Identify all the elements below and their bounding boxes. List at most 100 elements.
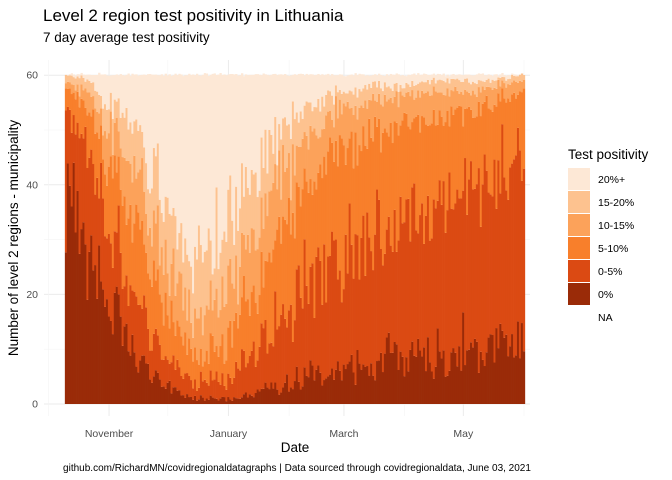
bar-segment bbox=[321, 304, 324, 386]
bar-segment bbox=[150, 382, 154, 404]
bar-segment bbox=[282, 304, 285, 388]
bar-segment bbox=[434, 91, 438, 126]
bar-segment bbox=[352, 372, 355, 404]
bar-segment bbox=[515, 76, 518, 82]
bar-segment bbox=[213, 351, 216, 380]
bar-segment bbox=[385, 229, 389, 338]
bar-segment bbox=[178, 326, 181, 368]
bar-segment bbox=[103, 131, 107, 175]
bar-segment bbox=[313, 317, 316, 381]
bar-segment bbox=[170, 393, 173, 404]
bar-segment bbox=[485, 352, 488, 404]
bar-segment bbox=[321, 178, 324, 305]
bar-segment bbox=[244, 166, 248, 250]
bar-segment bbox=[229, 258, 232, 321]
bar-segment bbox=[215, 346, 218, 372]
bar-segment bbox=[340, 93, 344, 115]
bar-segment bbox=[100, 125, 103, 163]
bar-segment bbox=[174, 369, 177, 388]
bar-segment bbox=[407, 126, 410, 199]
bar-segment bbox=[376, 361, 379, 404]
bar-segment bbox=[158, 75, 162, 200]
bar-segment bbox=[440, 204, 443, 359]
bar-segment bbox=[170, 215, 173, 264]
bar-segment bbox=[123, 75, 126, 118]
bar-segment bbox=[346, 364, 349, 404]
bar-segment bbox=[315, 135, 318, 190]
bar-segment bbox=[141, 355, 144, 404]
bar-segment bbox=[246, 299, 250, 364]
bar-segment bbox=[291, 101, 295, 145]
bar-segment bbox=[172, 355, 175, 388]
bar-segment bbox=[180, 223, 183, 274]
bar-segment bbox=[456, 74, 459, 79]
bar-segment bbox=[417, 83, 420, 91]
bar-segment bbox=[323, 75, 326, 107]
bar-segment bbox=[440, 116, 443, 205]
bar-segment bbox=[92, 82, 95, 97]
bar-segment bbox=[415, 230, 418, 357]
bar-segment bbox=[90, 82, 93, 97]
bar-segment bbox=[434, 75, 438, 84]
bar-segment bbox=[103, 236, 107, 307]
bar-segment bbox=[374, 100, 377, 117]
bar-segment bbox=[497, 77, 500, 80]
bar-segment bbox=[448, 126, 451, 173]
bar-segment bbox=[477, 87, 481, 102]
bar-segment bbox=[487, 74, 490, 79]
bar-segment bbox=[239, 398, 242, 404]
bar-segment bbox=[88, 80, 91, 93]
bar-segment bbox=[105, 138, 109, 186]
bar-segment bbox=[516, 82, 520, 95]
bar-segment bbox=[495, 328, 498, 404]
bar-segment bbox=[237, 304, 240, 329]
bar-segment bbox=[399, 91, 402, 126]
bar-segment bbox=[96, 111, 99, 133]
bar-segment bbox=[315, 107, 318, 136]
bar-segment bbox=[274, 240, 277, 292]
bar-segment bbox=[493, 87, 496, 105]
bar-segment bbox=[293, 238, 297, 321]
bar-segment bbox=[203, 251, 207, 316]
bar-segment bbox=[311, 131, 314, 195]
bar-segment bbox=[317, 98, 320, 139]
bar-segment bbox=[360, 74, 363, 92]
bar-segment bbox=[507, 199, 510, 357]
bar-segment bbox=[354, 234, 357, 385]
bar-segment bbox=[329, 75, 332, 92]
bar-segment bbox=[186, 75, 189, 255]
bar-segment bbox=[344, 106, 348, 165]
bar-segment bbox=[518, 358, 522, 404]
bar-segment bbox=[121, 288, 124, 346]
bar-segment bbox=[448, 172, 451, 371]
bar-segment bbox=[389, 245, 393, 353]
bar-segment bbox=[407, 84, 410, 92]
bar-segment bbox=[389, 352, 393, 404]
bar-segment bbox=[297, 381, 301, 404]
bar-segment bbox=[94, 265, 97, 404]
bar-segment bbox=[233, 74, 236, 245]
bar-segment bbox=[311, 194, 314, 264]
bar-segment bbox=[211, 380, 214, 398]
bar-segment bbox=[66, 163, 70, 404]
bar-segment bbox=[466, 78, 469, 92]
bar-segment bbox=[513, 92, 516, 160]
bar-segment bbox=[428, 95, 432, 126]
bar-segment bbox=[113, 231, 117, 293]
bar-segment bbox=[362, 88, 365, 108]
bar-segment bbox=[458, 80, 461, 94]
bar-segment bbox=[227, 373, 230, 398]
bar-segment bbox=[235, 74, 238, 187]
bar-segment bbox=[84, 244, 87, 404]
bar-segment bbox=[354, 87, 357, 106]
bar-segment bbox=[387, 332, 391, 404]
bar-segment bbox=[366, 108, 369, 149]
bar-segment bbox=[170, 362, 173, 394]
bar-segment bbox=[489, 334, 492, 404]
bar-segment bbox=[182, 345, 185, 379]
bar-segment bbox=[174, 295, 177, 336]
bar-segment bbox=[217, 269, 220, 318]
bar-segment bbox=[133, 155, 136, 224]
bar-segment bbox=[493, 159, 496, 363]
bar-segment bbox=[190, 396, 193, 404]
